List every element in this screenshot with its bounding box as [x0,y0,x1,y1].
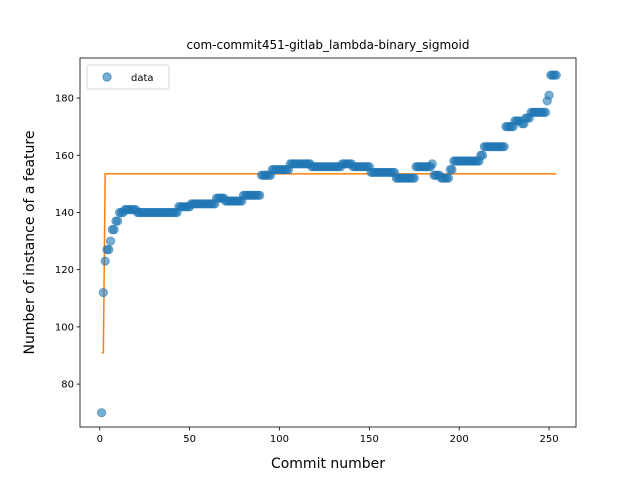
data-point [443,173,454,183]
y-tick-label: 180 [55,94,74,105]
data-point [255,190,265,200]
data-point [544,90,554,100]
data-point [113,216,123,226]
y-tick-label: 140 [55,208,74,219]
legend-marker [102,72,112,82]
x-tick-label: 50 [183,434,196,445]
data-point [477,150,488,160]
x-tick-label: 200 [450,434,469,445]
y-axis-label: Number of instance of a feature [22,131,38,355]
x-tick-label: 100 [270,434,289,445]
x-axis-label: Commit number [271,456,385,472]
y-tick-label: 160 [55,151,74,162]
data-point [427,159,437,169]
chart-title: com-commit451-gitlab_lambda-binary_sigmo… [187,38,470,52]
data-point [447,164,457,175]
y-tick-label: 120 [55,265,74,276]
data-point [109,225,119,235]
data-point [96,408,107,418]
plot-frame [79,57,577,428]
data-point [100,256,110,266]
y-tick-label: 100 [55,322,74,333]
data-point [499,142,509,152]
y-axis: 80 100 120 140 160 180 [55,94,80,391]
legend-box [86,64,170,90]
data-point [98,287,108,298]
legend-label: data [131,73,154,84]
data-point [104,245,114,255]
data-point [105,236,116,246]
x-tick-label: 0 [97,434,103,445]
x-tick-label: 150 [360,434,379,445]
data-point [540,107,551,117]
x-axis: 0 50 100 150 200 250 [97,427,559,445]
data-point [409,173,419,183]
x-tick-label: 250 [539,434,558,445]
data-points [96,70,561,418]
y-tick-label: 80 [61,380,74,391]
legend: data [86,64,170,90]
data-point [551,70,561,80]
